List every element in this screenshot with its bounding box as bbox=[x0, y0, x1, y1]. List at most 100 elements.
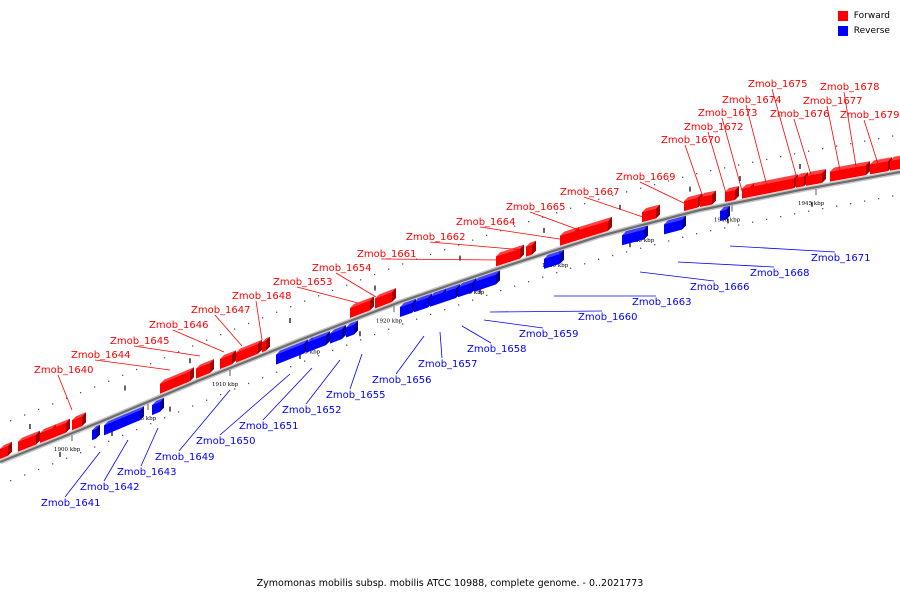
reverse-gene[interactable] bbox=[92, 424, 100, 441]
gene-top bbox=[430, 288, 446, 297]
reverse-gene[interactable] bbox=[306, 331, 330, 353]
reverse-gene[interactable] bbox=[152, 397, 164, 416]
track-dot-lower bbox=[794, 213, 796, 215]
leader-line bbox=[793, 118, 813, 179]
forward-gene[interactable] bbox=[220, 350, 236, 369]
forward-gene[interactable] bbox=[890, 155, 900, 171]
forward-gene[interactable] bbox=[52, 418, 70, 439]
forward-gene[interactable] bbox=[830, 161, 870, 182]
track-dot-lower bbox=[318, 355, 320, 357]
track-dot-upper bbox=[346, 284, 348, 286]
track-dot-upper bbox=[822, 148, 824, 150]
gene-face bbox=[442, 287, 456, 303]
reverse-gene[interactable] bbox=[544, 249, 564, 269]
track-dot-lower bbox=[220, 394, 222, 396]
forward-gene[interactable] bbox=[642, 204, 660, 223]
leader-line bbox=[94, 359, 171, 371]
track-dot-upper bbox=[710, 170, 712, 172]
track-dot-upper bbox=[864, 140, 866, 142]
forward-gene[interactable] bbox=[0, 441, 12, 459]
gene-face bbox=[40, 428, 52, 443]
gene-label: Zmob_1659 bbox=[519, 329, 579, 340]
gene-labels: Zmob_1640 Zmob_1644 Zmob_1645 Zmob_1646 Zmob… bbox=[34, 79, 900, 509]
legend-reverse: Reverse bbox=[837, 24, 890, 38]
gene-label: Zmob_1651 bbox=[239, 421, 299, 432]
leader-line bbox=[483, 319, 544, 329]
forward-gene[interactable] bbox=[375, 288, 396, 309]
track-dot-lower bbox=[738, 224, 740, 226]
gene-side bbox=[36, 430, 40, 445]
gene-side bbox=[682, 215, 686, 230]
gene-top bbox=[152, 397, 164, 406]
leader-line bbox=[395, 335, 425, 375]
leader-line bbox=[335, 272, 377, 298]
reverse-gene[interactable] bbox=[664, 215, 686, 235]
gene-top bbox=[414, 293, 432, 303]
ruler-tick-label: 1915 kbp bbox=[294, 349, 321, 355]
gene-side bbox=[82, 412, 86, 427]
gene-top bbox=[725, 186, 739, 192]
gene-top bbox=[262, 336, 270, 343]
forward-gene[interactable] bbox=[262, 336, 270, 353]
gene-face bbox=[196, 363, 210, 379]
track-dot-upper bbox=[178, 351, 180, 353]
gene-face bbox=[474, 274, 496, 292]
gene-top bbox=[830, 161, 870, 172]
track-dot-upper bbox=[682, 176, 684, 178]
forward-gene[interactable] bbox=[806, 169, 826, 186]
forward-gene[interactable] bbox=[526, 240, 536, 257]
track-dot-upper bbox=[164, 357, 166, 359]
track-dot-upper bbox=[234, 328, 236, 330]
track-dot-upper bbox=[94, 386, 96, 388]
ruler-tick-label: 1920 kbp bbox=[376, 318, 403, 324]
reverse-gene[interactable] bbox=[346, 320, 358, 338]
forward-gene[interactable] bbox=[72, 412, 86, 431]
leader-line bbox=[305, 359, 341, 405]
reverse-gene[interactable] bbox=[474, 270, 500, 292]
backbone-line bbox=[0, 170, 900, 464]
gene-face bbox=[750, 178, 794, 197]
forward-gene[interactable] bbox=[725, 186, 739, 202]
forward-gene[interactable] bbox=[160, 367, 194, 394]
reverse-gene[interactable] bbox=[104, 406, 144, 436]
gene-label: Zmob_1673 bbox=[698, 108, 758, 119]
gene-face bbox=[870, 161, 888, 175]
gene-top bbox=[375, 288, 396, 299]
gene-face bbox=[664, 219, 682, 235]
forward-gene[interactable] bbox=[700, 190, 716, 207]
track-dot-lower bbox=[850, 203, 852, 205]
track-dot-lower bbox=[682, 236, 684, 238]
reverse-gene[interactable] bbox=[414, 293, 432, 313]
gene-top bbox=[890, 155, 900, 161]
forward-gene[interactable] bbox=[18, 430, 40, 452]
reverse-gene[interactable] bbox=[720, 205, 730, 221]
forward-gene[interactable] bbox=[496, 244, 524, 267]
gene-face bbox=[306, 335, 326, 353]
leader-line bbox=[178, 389, 231, 452]
forward-gene[interactable] bbox=[575, 216, 612, 241]
gene-features bbox=[0, 155, 900, 459]
leader-line bbox=[380, 258, 501, 261]
forward-gene[interactable] bbox=[350, 296, 374, 318]
track-dot-lower bbox=[724, 227, 726, 229]
gene-top bbox=[642, 204, 660, 213]
gene-label: Zmob_1657 bbox=[418, 359, 478, 370]
forward-gene[interactable] bbox=[236, 339, 262, 363]
forward-gene[interactable] bbox=[196, 359, 214, 379]
track-dot-upper bbox=[52, 403, 54, 405]
gene-top bbox=[220, 350, 236, 359]
gene-top bbox=[870, 157, 892, 165]
gene-top bbox=[575, 216, 612, 231]
gene-face bbox=[0, 445, 8, 459]
track-dot-lower bbox=[346, 344, 348, 346]
leader-line bbox=[461, 325, 492, 344]
track-dot-lower bbox=[402, 323, 404, 325]
reverse-gene[interactable] bbox=[330, 325, 346, 344]
leader-line bbox=[677, 261, 775, 268]
track-dot-lower bbox=[808, 210, 810, 212]
track-dot-upper bbox=[430, 253, 432, 256]
track-dot-lower bbox=[542, 276, 544, 278]
track-dot-lower bbox=[780, 216, 782, 218]
gene-side bbox=[370, 296, 374, 311]
reverse-gene[interactable] bbox=[622, 225, 648, 246]
